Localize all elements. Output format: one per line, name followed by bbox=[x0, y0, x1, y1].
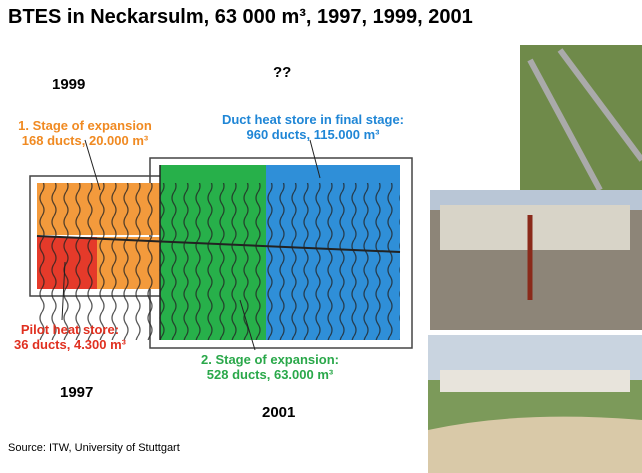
ducts bbox=[37, 183, 400, 340]
label-line: 2. Stage of expansion: bbox=[170, 352, 370, 367]
final-label: Duct heat store in final stage:960 ducts… bbox=[200, 112, 426, 142]
label-line: Duct heat store in final stage: bbox=[200, 112, 426, 127]
year-label: 1999 bbox=[52, 76, 85, 93]
year-label: 1997 bbox=[60, 384, 93, 401]
photo bbox=[520, 45, 642, 190]
label-line: 528 ducts, 63.000 m³ bbox=[170, 367, 370, 382]
year-label: 2001 bbox=[262, 404, 295, 421]
label-line: Pilot heat store: bbox=[0, 322, 140, 337]
label-line: 1. Stage of expansion bbox=[0, 118, 170, 133]
stage2-label: 2. Stage of expansion:528 ducts, 63.000 … bbox=[170, 352, 370, 382]
pilot-label: Pilot heat store:36 ducts, 4.300 m³ bbox=[0, 322, 140, 352]
source: Source: ITW, University of Stuttgart bbox=[8, 442, 180, 454]
diagram bbox=[0, 0, 642, 473]
photo-path bbox=[428, 417, 642, 473]
slide: BTES in Neckarsulm, 63 000 m³, 1997, 199… bbox=[0, 0, 642, 473]
unknown-label: ?? bbox=[273, 64, 291, 81]
photo-building bbox=[440, 370, 630, 392]
label-line: 168 ducts, 20.000 m³ bbox=[0, 133, 170, 148]
label-line: 960 ducts, 115.000 m³ bbox=[200, 127, 426, 142]
photo-building bbox=[440, 205, 630, 250]
label-line: 36 ducts, 4.300 m³ bbox=[0, 337, 140, 352]
